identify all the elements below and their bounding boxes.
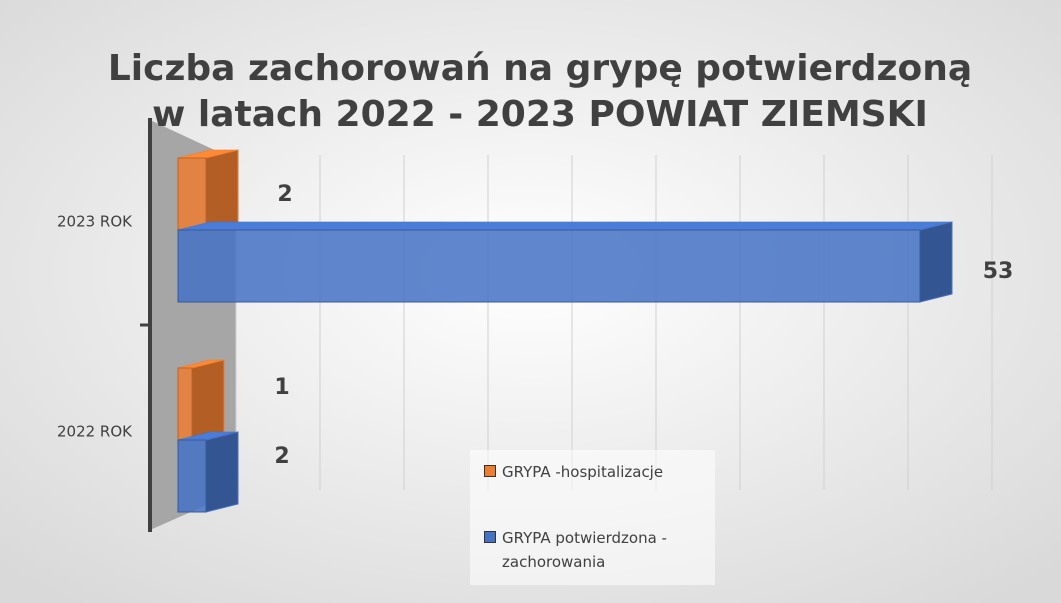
bar [177,359,225,441]
bar-front [177,229,921,303]
data-label: 53 [983,259,1014,284]
chart-subtitle: w latach 2022 - 2023 POWIAT ZIEMSKI [152,94,928,135]
bar-side [191,359,225,441]
chart-title: Liczba zachorowań na grypę potwierdzoną [108,48,972,89]
bar-front [177,367,193,441]
legend-label: GRYPA -hospitalizacje [502,463,664,481]
bar-top [177,221,953,231]
bar-side [205,149,239,231]
bar [177,221,953,303]
legend-label: GRYPA potwierdzona - zachorowania [502,529,667,571]
bar [177,431,239,513]
data-label: 2 [277,182,292,207]
bar-front [177,157,207,231]
category-label: 2022 ROK [57,423,133,441]
bar [177,149,239,231]
bar-side [205,431,239,513]
bar-front [177,439,207,513]
legend: GRYPA -hospitalizacje GRYPA potwierdzona … [470,450,715,585]
data-label: 2 [274,444,289,469]
legend-entry: GRYPA potwierdzona - zachorowania [484,526,717,574]
data-label: 1 [274,375,289,400]
legend-swatch [484,531,496,543]
legend-entry: GRYPA -hospitalizacje [484,460,717,484]
bar-side [919,221,953,303]
category-label: 2023 ROK [57,213,133,231]
legend-swatch [484,465,496,477]
